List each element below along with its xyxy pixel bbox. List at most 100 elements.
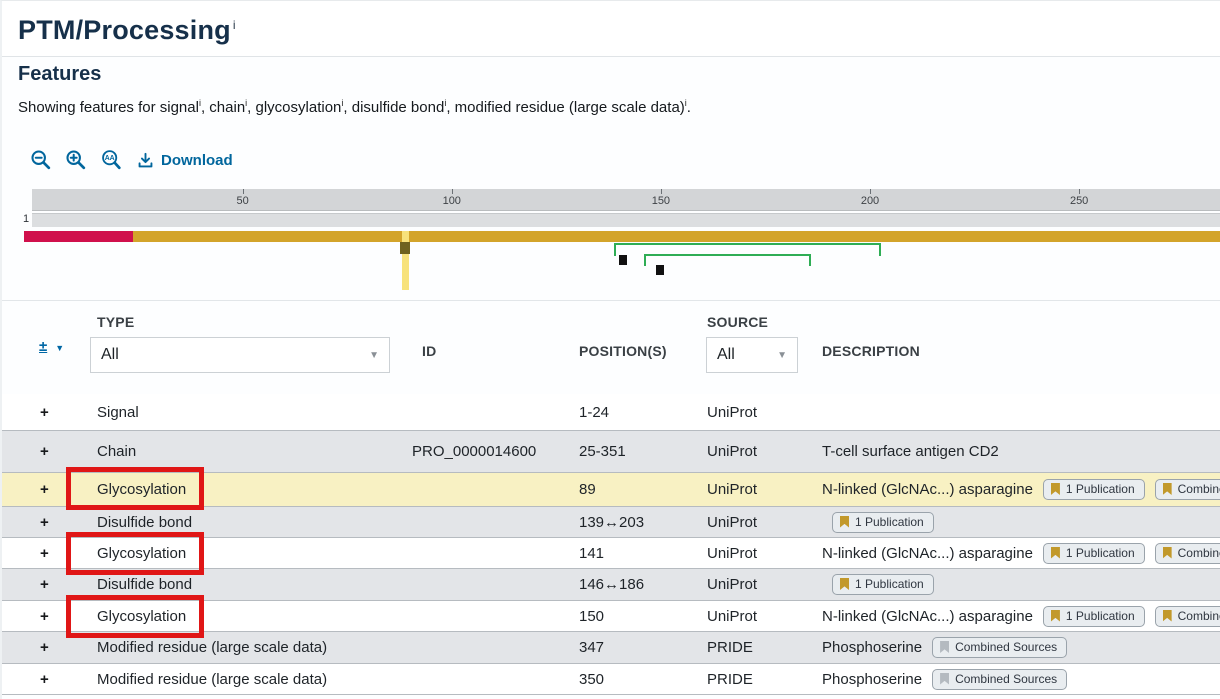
- row-expand-button[interactable]: +: [40, 403, 49, 421]
- cell-description: Phosphoserine Combined Sources: [814, 637, 1220, 658]
- cell-description: 1 Publication: [814, 511, 1220, 533]
- sequence-start-label: 1: [23, 213, 30, 225]
- features-heading: Features: [18, 63, 102, 85]
- evidence-badge-label: Combined Sources: [955, 640, 1058, 654]
- ruler-tick-label: 200: [860, 195, 880, 207]
- description-text: Phosphoserine: [822, 670, 923, 688]
- cell-description: N-linked (GlcNAc...) asparagine 1 Publica…: [814, 542, 1220, 564]
- plus-minus-icon: ±: [39, 338, 48, 355]
- table-row: + Modified residue (large scale data) 350 P…: [2, 664, 1220, 695]
- zoom-out-button[interactable]: [30, 149, 52, 171]
- cell-id: PRO_0000014600: [412, 443, 537, 460]
- source-filter-select[interactable]: All ▼: [706, 337, 798, 373]
- description-text: Phosphoserine: [822, 639, 923, 656]
- row-expand-button[interactable]: +: [40, 443, 49, 460]
- cell-description: 1 Publication: [814, 574, 1220, 595]
- evidence-badge-label: 1 Publication: [855, 514, 924, 529]
- disulfide-bond-bracket[interactable]: [644, 254, 811, 266]
- page-title-text: PTM/Processing: [18, 15, 231, 45]
- cell-positions: 350: [579, 670, 605, 688]
- bookmark-icon: [840, 578, 849, 590]
- download-label: Download: [161, 151, 233, 169]
- zoom-to-sequence-button[interactable]: AA: [100, 149, 123, 171]
- column-header-positions: POSITION(S): [579, 343, 667, 359]
- evidence-badge[interactable]: Combined Sources: [1154, 605, 1220, 627]
- expand-all-control[interactable]: ± ▼: [39, 339, 64, 355]
- cell-source: UniProt: [707, 481, 758, 498]
- table-header: ± ▼ TYPE All ▼ ID POSITION(S) SOURCE All…: [2, 300, 1220, 394]
- disulfide-bond-bracket[interactable]: [614, 243, 881, 256]
- glycosylation-marker[interactable]: [656, 265, 664, 275]
- cell-positions: 150: [579, 607, 605, 625]
- bookmark-icon: [1050, 546, 1060, 559]
- cell-positions: 89: [579, 481, 596, 498]
- type-filter-select[interactable]: All ▼: [90, 337, 390, 373]
- glycosylation-marker-highlighted[interactable]: [400, 242, 410, 254]
- evidence-badge[interactable]: Combined Sources: [932, 668, 1068, 690]
- ruler-tick-label: 250: [1069, 195, 1089, 207]
- cell-description: N-linked (GlcNAc...) asparagine 1 Publica…: [814, 605, 1220, 627]
- glycosylation-marker[interactable]: [619, 255, 627, 265]
- sequence-navigation-bar[interactable]: [32, 213, 1220, 227]
- row-expand-button[interactable]: +: [40, 639, 49, 656]
- row-expand-button[interactable]: +: [40, 670, 49, 688]
- ruler-tick-label: 150: [651, 195, 671, 207]
- row-expand-button[interactable]: +: [40, 607, 49, 625]
- bookmark-icon: [1162, 609, 1172, 622]
- type-label: Disulfide bond: [97, 513, 193, 531]
- column-header-description: DESCRIPTION: [822, 343, 920, 359]
- table-row: + Glycosylation 141 UniProt N-linked (GlcNAc…: [2, 532, 1220, 575]
- features-table-body: + Signal 1-24 UniProt + Chain PRO_0000014600 25…: [2, 394, 1220, 695]
- cell-positions: 139↔203: [579, 513, 645, 531]
- evidence-badge[interactable]: 1 Publication: [832, 574, 934, 595]
- cell-type: Chain: [90, 443, 412, 460]
- description-text: T-cell surface antigen CD2: [822, 443, 999, 460]
- evidence-badge-label: Combined Sources: [1177, 608, 1220, 623]
- ruler-tick: [660, 189, 662, 194]
- info-superscript[interactable]: i: [198, 98, 201, 108]
- evidence-badge[interactable]: Combined Sources: [1154, 542, 1220, 564]
- cell-expand: +: [2, 671, 90, 688]
- cell-positions: 1-24: [579, 403, 610, 421]
- cell-type: Disulfide bond: [90, 576, 412, 593]
- row-expand-button[interactable]: +: [40, 576, 49, 593]
- cell-positions: 146↔186: [579, 576, 645, 593]
- cell-type: Glycosylation: [90, 481, 412, 498]
- evidence-badge[interactable]: Combined Sources: [1154, 479, 1220, 500]
- cell-description: Phosphoserine Combined Sources: [814, 668, 1220, 690]
- download-button[interactable]: Download: [136, 151, 233, 170]
- description-text: N-linked (GlcNAc...) asparagine: [822, 544, 1033, 562]
- info-superscript[interactable]: i: [444, 98, 447, 108]
- type-label: Glycosylation: [97, 607, 187, 625]
- row-expand-button[interactable]: +: [40, 544, 49, 562]
- evidence-badge[interactable]: 1 Publication: [1042, 479, 1145, 500]
- row-expand-button[interactable]: +: [40, 481, 49, 498]
- row-expand-button[interactable]: +: [40, 513, 49, 531]
- table-row: + Glycosylation 89 UniProt N-linked (GlcNAc.…: [2, 467, 1220, 510]
- info-superscript[interactable]: i: [232, 18, 236, 32]
- type-filter-value: All: [101, 346, 119, 363]
- cell-source: PRIDE: [707, 639, 753, 656]
- cell-type: Glycosylation: [90, 545, 412, 562]
- feature-type-term: glycosylation: [255, 99, 342, 116]
- source-filter-value: All: [717, 346, 735, 363]
- evidence-badge[interactable]: 1 Publication: [1042, 542, 1145, 564]
- zoom-in-button[interactable]: [65, 149, 87, 171]
- evidence-badge[interactable]: 1 Publication: [832, 511, 934, 533]
- column-header-source: SOURCE: [707, 314, 769, 330]
- viewer-toolbar: AA Download: [30, 149, 233, 171]
- cell-expand: +: [2, 576, 90, 593]
- cell-expand: +: [2, 443, 90, 460]
- chain-track-bar[interactable]: [133, 231, 1220, 242]
- info-superscript[interactable]: i: [245, 98, 248, 108]
- evidence-badge[interactable]: 1 Publication: [1042, 605, 1145, 627]
- type-label: Disulfide bond: [97, 576, 193, 593]
- info-superscript[interactable]: i: [341, 98, 344, 108]
- sequence-ruler[interactable]: 50 100 150 200 250: [32, 189, 1220, 211]
- signal-track-bar[interactable]: [24, 231, 133, 242]
- feature-type-term: chain: [209, 99, 246, 116]
- evidence-badge[interactable]: Combined Sources: [932, 637, 1068, 658]
- chevron-down-icon: ▼: [777, 349, 787, 361]
- info-superscript[interactable]: i: [684, 98, 687, 108]
- bookmark-icon: [1162, 546, 1172, 559]
